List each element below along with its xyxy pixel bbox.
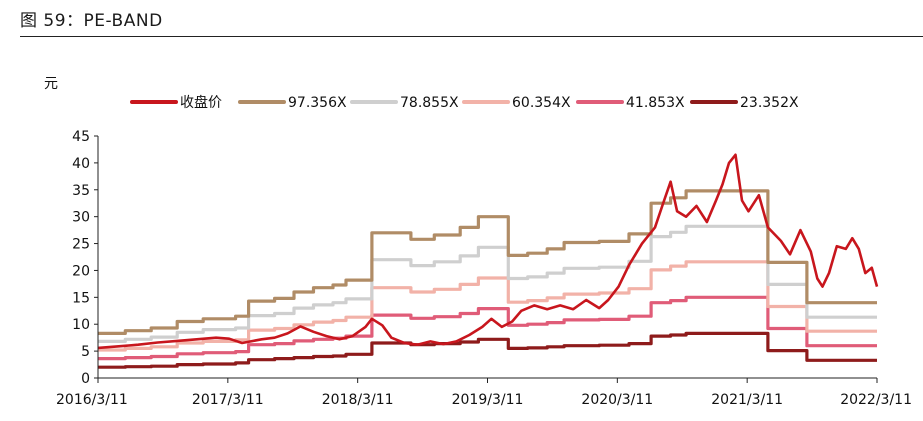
x-tick-label: 2018/3/11 [322,392,394,408]
legend: 收盘价 97.356X 78.855X 60.354X 41.853X 23.352X [130,94,799,111]
series-line-4 [98,295,877,361]
axes: 0 5 10 15 20 25 30 35 40 45 2016/3/11 2017/3/11 2018… [56,129,912,408]
x-tick-label: 2020/3/11 [581,392,653,408]
y-tick-label: 25 [72,237,90,253]
series-line-5 [98,331,877,369]
y-axis-unit-label: 元 [44,76,58,92]
y-tick-label: 15 [72,290,90,306]
y-tick-label: 35 [72,183,90,199]
series-line-0 [97,153,879,350]
figure-title: 图 59：PE-BAND [20,11,163,31]
x-tick-label: 2021/3/11 [711,392,783,408]
x-tick-label: 2019/3/11 [452,392,524,408]
legend-label-0: 收盘价 [180,94,222,111]
x-tick-label: 2017/3/11 [192,392,264,408]
y-tick-label: 30 [72,210,90,226]
legend-label-2: 78.855X [400,95,459,111]
y-tick-label: 20 [72,263,90,279]
x-tick-label: 2022/3/11 [840,392,912,408]
y-tick-label: 5 [81,344,90,360]
y-tick-label: 40 [72,156,90,172]
series-line-1 [98,189,877,335]
legend-label-3: 60.354X [512,95,571,111]
series-line-2 [98,224,877,343]
y-tick-label: 10 [72,317,90,333]
y-tick-label: 45 [72,129,90,145]
x-tick-label: 2016/3/11 [56,392,128,408]
y-tick-label: 0 [81,371,90,387]
series-group [97,153,879,369]
legend-label-4: 41.853X [626,95,685,111]
legend-label-5: 23.352X [740,95,799,111]
legend-label-1: 97.356X [288,95,347,111]
title-rule [20,36,923,37]
